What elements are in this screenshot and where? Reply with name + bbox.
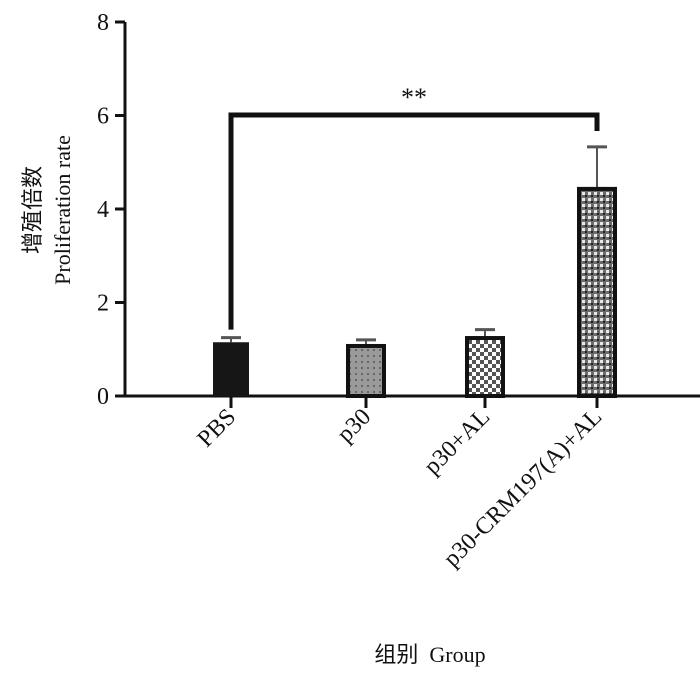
x-tick-label: p30 — [332, 404, 376, 448]
y-tick-label: 8 — [97, 10, 109, 36]
bars — [213, 112, 617, 399]
significance-bracket — [228, 112, 600, 330]
y-axis-label: Proliferation rate — [50, 135, 75, 285]
bar-p30 — [346, 343, 386, 399]
significance-label: ** — [401, 83, 427, 112]
y-tick-label: 4 — [97, 197, 109, 223]
y-tick-label: 0 — [97, 384, 109, 410]
x-tick-label: PBS — [193, 404, 242, 453]
x-tick-label: p30+AL — [419, 404, 495, 480]
y-tick-label: 6 — [97, 104, 109, 130]
bar-PBS — [213, 342, 249, 396]
y-axis-label-cn: 增殖倍数 — [20, 166, 45, 254]
bar-p30-CRM197(A)+AL — [577, 186, 617, 398]
bar-p30+AL — [465, 336, 505, 398]
x-axis-label: 组别 Group — [374, 642, 485, 667]
y-tick-label: 2 — [97, 291, 109, 317]
